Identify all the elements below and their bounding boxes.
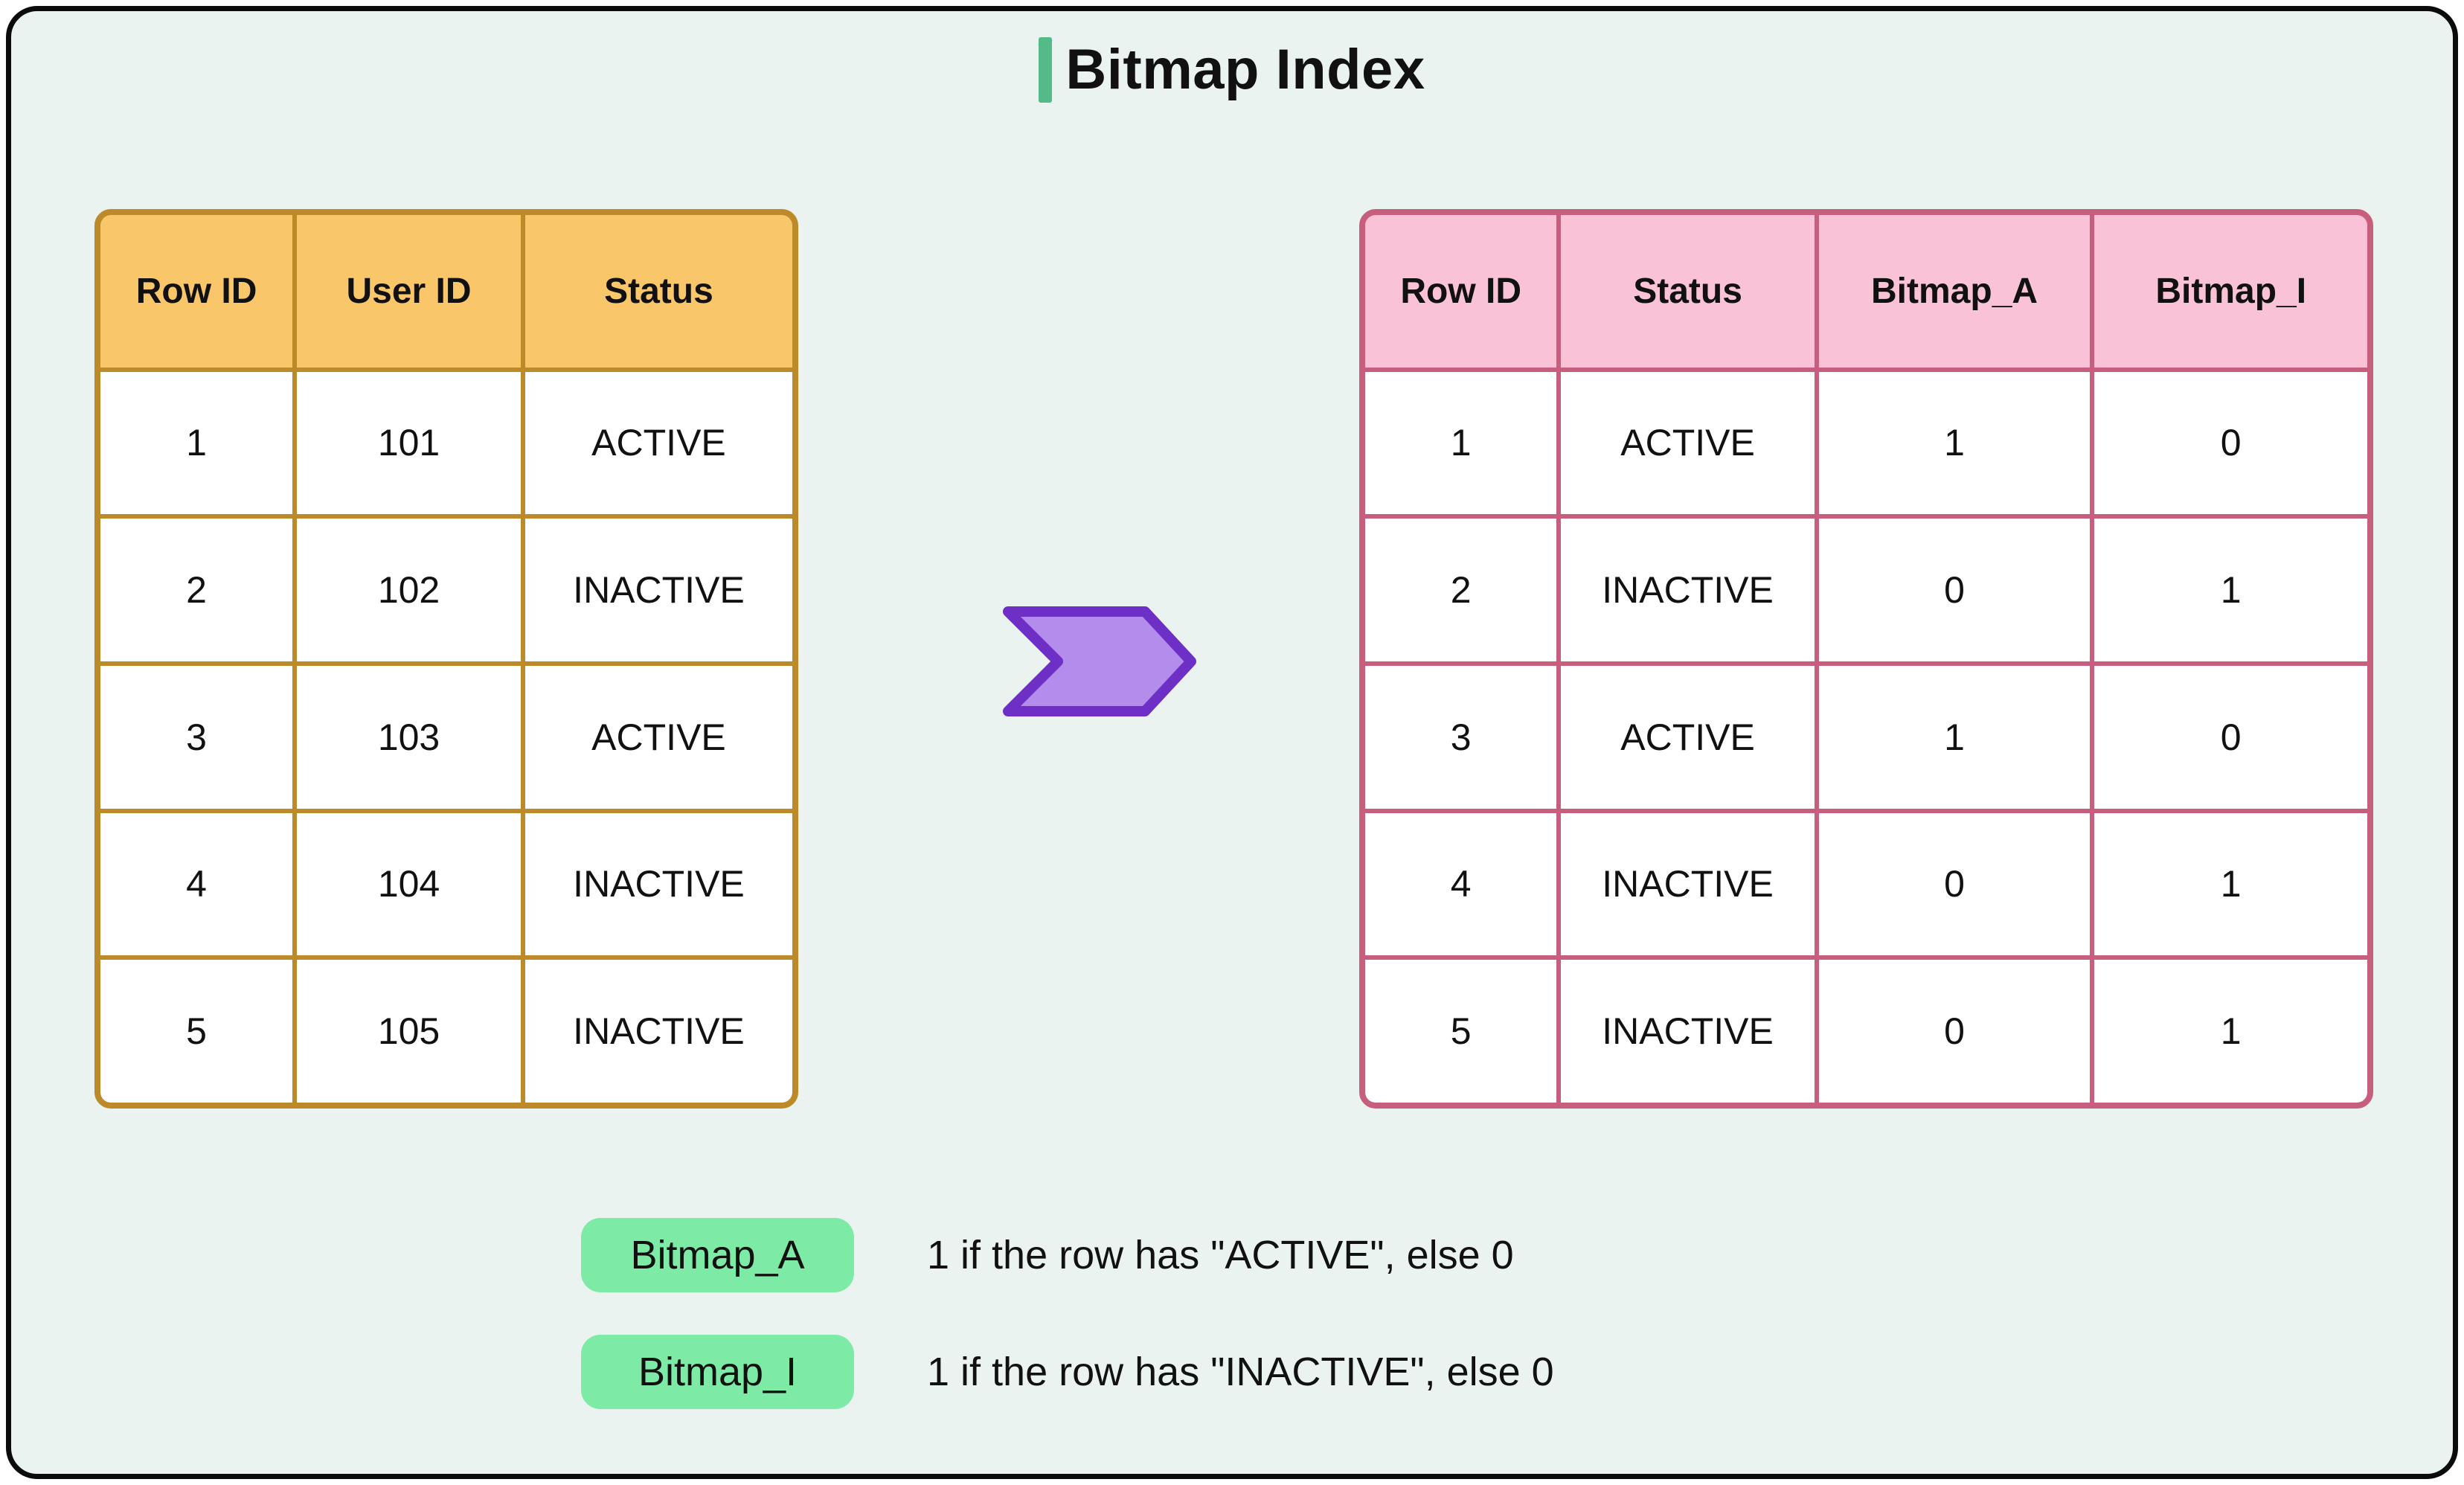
title-row: Bitmap Index — [0, 31, 2464, 109]
bitmap-index-table: Row ID Status Bitmap_A Bitmap_I 1 ACTIVE… — [1359, 209, 2373, 1109]
data-cell: 4 — [100, 812, 293, 956]
data-cell: 104 — [297, 812, 521, 956]
header-cell: User ID — [297, 215, 521, 368]
data-cell: 3 — [100, 665, 293, 809]
header-cell: Bitmap_A — [1818, 215, 2091, 368]
data-cell: 4 — [1365, 812, 1557, 956]
data-cell: 2 — [1365, 519, 1557, 661]
legend-badge: Bitmap_A — [581, 1218, 854, 1292]
data-cell: INACTIVE — [1561, 960, 1815, 1103]
data-cell: 103 — [297, 665, 521, 809]
data-cell: 1 — [2094, 519, 2367, 661]
data-cell: 0 — [2094, 665, 2367, 809]
header-cell: Status — [1561, 215, 1815, 368]
data-cell: 101 — [297, 371, 521, 515]
data-cell: 0 — [1818, 519, 2091, 661]
transform-arrow-icon — [999, 603, 1201, 720]
header-cell: Bitmap_I — [2094, 215, 2367, 368]
data-cell: 0 — [1818, 960, 2091, 1103]
legend-item-bitmap-i: Bitmap_I 1 if the row has "INACTIVE", el… — [581, 1335, 1554, 1409]
data-cell: 1 — [1818, 665, 2091, 809]
data-cell: ACTIVE — [524, 665, 792, 809]
data-cell: ACTIVE — [524, 371, 792, 515]
legend-item-bitmap-a: Bitmap_A 1 if the row has "ACTIVE", else… — [581, 1218, 1514, 1292]
data-cell: 5 — [100, 960, 293, 1103]
data-cell: 0 — [1818, 812, 2091, 956]
data-cell: 1 — [1365, 371, 1557, 515]
data-cell: 3 — [1365, 665, 1557, 809]
legend-description: 1 if the row has "ACTIVE", else 0 — [927, 1233, 1514, 1277]
data-cell: INACTIVE — [1561, 519, 1815, 661]
data-cell: INACTIVE — [524, 960, 792, 1103]
data-cell: 5 — [1365, 960, 1557, 1103]
data-cell: ACTIVE — [1561, 665, 1815, 809]
source-table: Row ID User ID Status 1 101 ACTIVE 2 102… — [94, 209, 798, 1109]
data-cell: INACTIVE — [1561, 812, 1815, 956]
data-cell: INACTIVE — [524, 519, 792, 661]
data-cell: 1 — [1818, 371, 2091, 515]
data-cell: 1 — [100, 371, 293, 515]
data-cell: 1 — [2094, 812, 2367, 956]
header-cell: Row ID — [100, 215, 293, 368]
legend-badge: Bitmap_I — [581, 1335, 854, 1409]
data-cell: 105 — [297, 960, 521, 1103]
legend-description: 1 if the row has "INACTIVE", else 0 — [927, 1350, 1554, 1394]
page-title: Bitmap Index — [1065, 38, 1425, 101]
data-cell: 0 — [2094, 371, 2367, 515]
data-cell: 1 — [2094, 960, 2367, 1103]
data-cell: ACTIVE — [1561, 371, 1815, 515]
data-cell: INACTIVE — [524, 812, 792, 956]
data-cell: 2 — [100, 519, 293, 661]
title-accent-bar — [1039, 37, 1053, 103]
header-cell: Status — [524, 215, 792, 368]
header-cell: Row ID — [1365, 215, 1557, 368]
data-cell: 102 — [297, 519, 521, 661]
